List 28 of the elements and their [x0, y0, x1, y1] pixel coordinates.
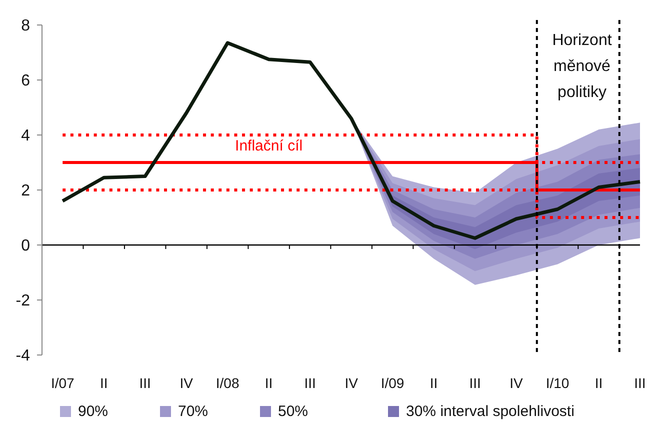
series-label: Inflační cíl [235, 138, 303, 154]
y-tick-label: -4 [16, 348, 30, 365]
legend-label: 50% [278, 403, 308, 420]
x-tick-label: I/07 [50, 375, 75, 391]
x-tick-label: III [139, 375, 151, 391]
legend-label: 70% [178, 403, 208, 420]
x-tick-label: II [264, 375, 273, 391]
y-tick-label: 4 [21, 128, 30, 145]
x-tick-label: III [304, 375, 316, 391]
y-tick-label: -2 [16, 292, 30, 310]
legend-label: 30% interval spolehlivosti [406, 403, 574, 420]
y-tick-label: 8 [21, 18, 30, 35]
x-tick-label: III [634, 375, 646, 391]
x-tick-label: IV [180, 375, 194, 391]
x-tick-label: I/08 [216, 375, 240, 391]
legend-label: 90% [78, 403, 108, 420]
x-tick-label: I/09 [380, 375, 404, 391]
x-tick-label: II [430, 375, 438, 391]
x-tick-label: IV [344, 375, 359, 391]
y-tick-label: 2 [21, 182, 30, 200]
y-tick-label: 6 [21, 72, 30, 90]
x-tick-label: I/10 [546, 375, 570, 391]
annotation: Horizont měnové politiky [552, 32, 612, 101]
x-tick-label: II [594, 375, 603, 391]
x-tick-label: IV [510, 375, 524, 391]
x-tick-label: III [469, 375, 481, 391]
x-tick-label: II [100, 375, 108, 391]
y-tick-label: 0 [21, 238, 30, 255]
